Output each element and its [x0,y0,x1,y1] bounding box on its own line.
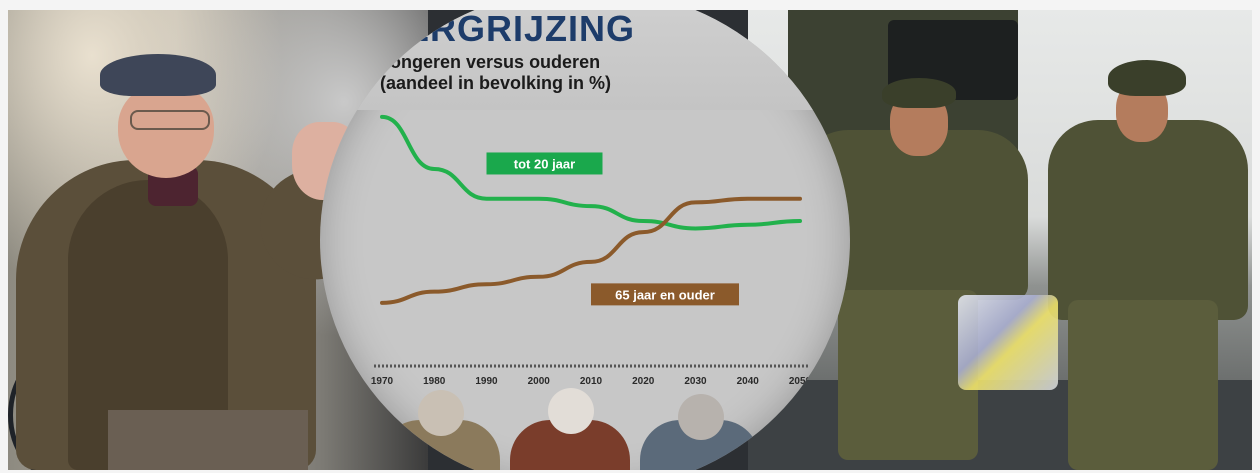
series-line-young [380,114,802,231]
data-point [641,230,645,234]
x-tick-label: 2030 [684,376,707,387]
subtitle-line-1: Jongeren versus ouderen [380,52,601,72]
title-band [320,10,850,110]
series-label-old: 65 jaar en ouder [615,287,715,302]
x-tick-label: 1980 [423,376,446,387]
elder-head-2 [548,388,594,434]
shopping-bag-right [958,295,1058,390]
data-point [798,197,802,201]
data-point [746,197,750,201]
elder-head-3 [678,394,724,440]
series-label-box-young [486,152,603,175]
man-face [118,84,214,178]
data-point [537,275,541,279]
x-tick-label: 2010 [580,376,603,387]
infographic-panel: 1970 1980 1990 2000 2010 2020 2030 2040 2050 tot… [320,10,850,470]
series-label-box-old [591,283,739,306]
x-tick-label: 2040 [737,376,760,387]
data-point [485,197,488,201]
x-tick-label: 2020 [632,376,655,387]
elder-head-1 [418,390,464,436]
news-graphic: 1970 1980 1990 2000 2010 2020 2030 2040 2050 tot… [8,10,1252,470]
data-point [589,204,593,208]
x-axis: 1970 1980 1990 2000 2010 2020 2030 2040 2050 [371,364,812,387]
series-label-young: tot 20 jaar [514,156,575,171]
x-tick-label: 1990 [475,376,498,387]
soldier-right [1038,50,1252,470]
data-point [746,223,750,227]
data-point [485,282,488,286]
data-point [694,200,697,204]
data-point [432,167,436,171]
x-tick-label: 2000 [528,376,551,387]
data-point [798,219,802,223]
man-cap [100,54,216,96]
chart-subtitle: Jongeren versus ouderen (aandeel in bevo… [380,52,611,94]
man-trousers [108,410,308,470]
line-chart: 1970 1980 1990 2000 2010 2020 2030 2040 2050 tot… [371,114,812,387]
data-point [380,115,384,119]
elderly-people-backs [360,388,820,470]
data-point [537,197,541,201]
subtitle-line-2: (aandeel in bevolking in %) [380,73,612,93]
data-point [380,301,384,305]
series-line-old [380,196,802,305]
series-labels: tot 20 jaar 65 jaar en ouder [486,152,739,306]
x-tick-label: 2050 [789,376,812,387]
data-point [589,260,593,264]
chart-title: VERGRIJZING [380,10,636,49]
series-lines [380,114,802,305]
data-point [694,226,697,230]
x-tick-label: 1970 [371,376,394,387]
man-glasses [130,110,210,130]
data-point [432,290,436,294]
data-point [641,219,645,223]
